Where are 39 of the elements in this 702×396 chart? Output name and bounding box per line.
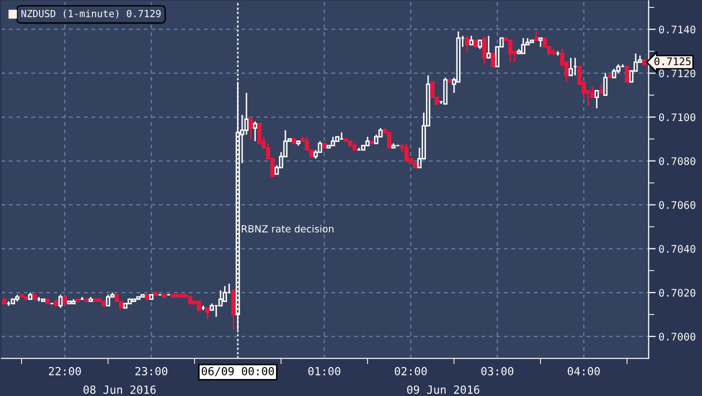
candlestick [218,290,223,306]
candlestick [624,66,630,83]
candlestick [603,72,608,96]
candlestick [252,120,258,142]
text: 08 Jun 2016 [84,385,156,394]
x-tick-label: 22:00 [48,366,81,376]
y-tick-label: 0.7120 [659,69,696,78]
candlestick [106,294,110,306]
y-tick-label: 0.7000 [659,332,696,341]
candlestick [486,35,491,59]
candlestick [482,37,486,66]
y-tick-label: 0.7100 [659,113,696,122]
x-tick-label: 04:00 [568,366,600,376]
ref-line-label: RBNZ rate decision [242,224,334,232]
text: 09 Jun 2016 [407,385,480,394]
candlestick [521,37,526,54]
x-tick-label: 06/09 00:00 [202,366,274,376]
x-tick-label: 03:00 [481,366,514,376]
x-tick-label: 23:00 [135,366,168,376]
candlestick [222,285,227,302]
candlestick [508,40,512,63]
x-tick-label: 01:00 [308,366,340,376]
candlestick [490,52,496,68]
text: NZDUSD (1-minute) 0.7129 [21,10,161,18]
y-tick-label: 0.7060 [659,201,696,209]
y-tick-label: 0.7140 [659,26,696,34]
annotation: 0.7125 [654,57,691,66]
candlestick [594,90,599,109]
candlestick [464,35,470,52]
candlestick [257,122,262,144]
y-tick-label: 0.7040 [659,244,696,253]
candlestick [58,294,63,309]
x-tick-label: 02:00 [394,366,427,376]
y-tick-label: 0.7080 [659,157,696,166]
candlestick [568,57,573,76]
candlestick [205,307,210,320]
candlestick [404,142,409,162]
y-tick-label: 0.7020 [659,288,696,297]
candlestick [248,116,253,140]
